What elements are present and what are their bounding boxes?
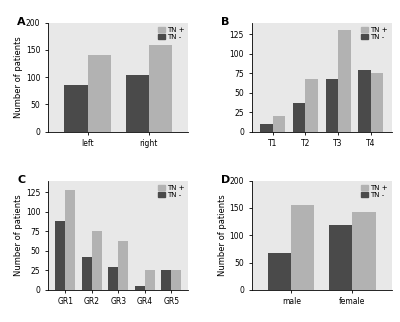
Legend: TN +, TN -: TN +, TN - [157, 26, 185, 41]
Bar [306, 80, 318, 132]
Bar [108, 267, 118, 290]
Text: B: B [221, 17, 229, 27]
Legend: TN +, TN -: TN +, TN - [360, 26, 388, 41]
Y-axis label: Number of patients: Number of patients [218, 194, 227, 276]
Bar [338, 30, 350, 132]
Bar [92, 232, 102, 290]
Bar [82, 257, 92, 290]
Legend: TN +, TN -: TN +, TN - [157, 184, 185, 199]
Y-axis label: Number of patients: Number of patients [14, 36, 23, 118]
Bar [149, 45, 172, 132]
Bar [268, 253, 291, 290]
Bar [326, 79, 338, 132]
Bar [118, 242, 128, 290]
Bar [55, 221, 65, 290]
Legend: TN +, TN -: TN +, TN - [360, 184, 388, 199]
Text: C: C [17, 175, 25, 185]
Text: D: D [221, 175, 230, 185]
Bar [293, 103, 306, 132]
Bar [171, 270, 181, 290]
Bar [88, 55, 111, 132]
Bar [273, 116, 285, 132]
Bar [371, 73, 383, 132]
Bar [64, 85, 88, 132]
Bar [145, 270, 155, 290]
Bar [135, 286, 145, 290]
Bar [126, 75, 149, 132]
Bar [291, 205, 314, 290]
Bar [161, 270, 171, 290]
Bar [329, 225, 352, 290]
Bar [260, 124, 273, 132]
Text: A: A [17, 17, 26, 27]
Bar [358, 70, 371, 132]
Y-axis label: Number of patients: Number of patients [14, 194, 23, 276]
Bar [352, 212, 376, 290]
Bar [65, 190, 75, 290]
